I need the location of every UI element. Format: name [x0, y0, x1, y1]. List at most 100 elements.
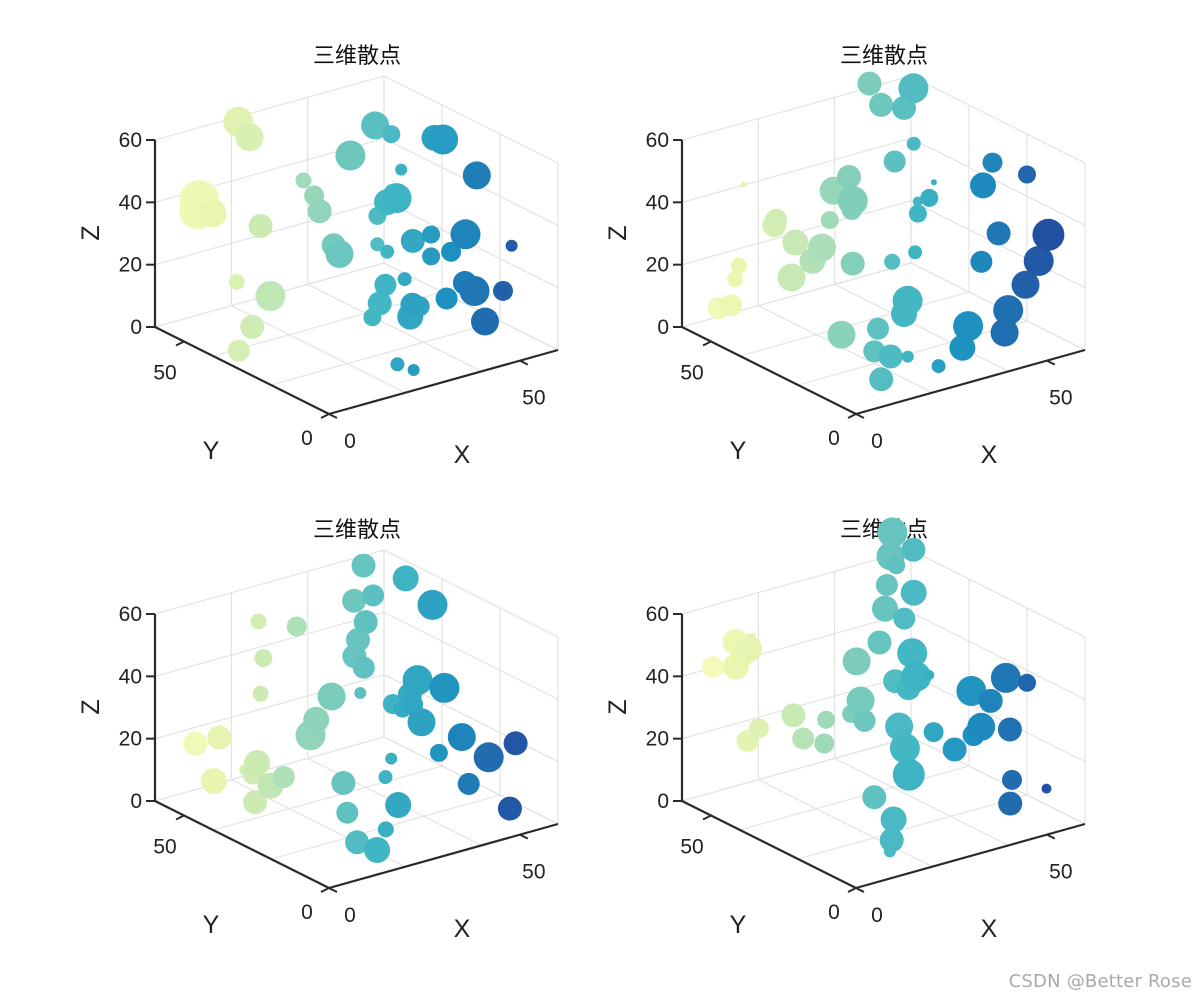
scatter-point [897, 638, 928, 669]
scatter-point [846, 686, 875, 715]
scatter-point [473, 742, 504, 773]
scatter-point [990, 318, 1019, 347]
scatter-point [883, 150, 906, 173]
x-axis-label: X [981, 441, 998, 469]
scatter-point [808, 233, 836, 262]
scatter-point [183, 731, 208, 756]
grid-line [154, 674, 385, 740]
scatter-point [908, 204, 927, 223]
scatter-point [892, 285, 923, 316]
scatter-point [345, 830, 370, 855]
grid-line [270, 320, 501, 386]
scatter-point [730, 257, 747, 274]
scatter-point [898, 73, 929, 104]
scatter-point [998, 791, 1023, 816]
x-tick [519, 833, 529, 840]
scatter-point [879, 828, 904, 853]
scatter-point [409, 296, 430, 317]
scatter-point [255, 281, 286, 311]
scatter-point [777, 263, 806, 292]
scatter-point [1032, 218, 1065, 251]
scatter-point [748, 718, 769, 739]
scatter-point [317, 682, 346, 711]
scatter-point [942, 737, 967, 762]
scatter-point [429, 743, 448, 762]
scatter-point [422, 225, 441, 244]
grid-line [739, 765, 970, 831]
grid-line [681, 137, 912, 203]
scatter-point [435, 287, 458, 310]
scatter-point [407, 708, 436, 737]
scatter-point [1041, 783, 1052, 794]
scatter-point [720, 294, 743, 317]
scatter-point [853, 709, 876, 732]
panel-title: 三维散点 [313, 44, 401, 69]
scatter-point [244, 750, 270, 776]
scatter-point [493, 280, 513, 301]
scatter-point [363, 308, 382, 327]
scatter-point [857, 71, 882, 96]
scatter-point [400, 228, 425, 253]
scatter-point [417, 589, 448, 620]
scatter-point [967, 712, 996, 741]
grid-line [154, 549, 385, 615]
x-axis-label: X [454, 441, 471, 469]
z-tick-label: 0 [130, 790, 142, 813]
scatter-panel-3: 0 50 0 50 0 20 40 60 X Y Z 三维散点 [77, 518, 559, 943]
scatter-point [200, 768, 227, 795]
scatter-point [923, 722, 944, 743]
scatter-point [875, 574, 898, 596]
scatter-point [1002, 769, 1022, 790]
scatter-point [978, 688, 1003, 713]
scatter-point [901, 661, 932, 692]
x-tick [519, 359, 529, 366]
z-tick-label: 60 [119, 129, 142, 152]
grid-line [910, 75, 1086, 164]
scatter-point [1023, 246, 1054, 276]
x-axis-label: X [454, 915, 471, 943]
y-tick-label: 50 [153, 836, 176, 859]
scatter-point [422, 247, 441, 266]
scatter-point [814, 733, 835, 754]
scatter-point [982, 152, 1003, 173]
scatter-point [840, 251, 865, 276]
scatter-point [781, 703, 806, 728]
scatter-point [378, 770, 393, 785]
panel-title: 三维散点 [840, 44, 928, 69]
grid-line [758, 779, 933, 868]
scatter-point [390, 357, 405, 372]
z-tick-label: 0 [657, 790, 669, 813]
scatter-point [331, 771, 356, 795]
scatter-point [395, 163, 408, 176]
x-tick [328, 887, 338, 893]
scatter-point [817, 710, 836, 729]
scatter-point [990, 662, 1021, 693]
scatter-point [1018, 673, 1036, 692]
z-tick-label: 40 [646, 191, 669, 214]
scatter-point [746, 632, 756, 643]
watermark: CSDN @Better Rose [1008, 971, 1192, 992]
scatter-point [351, 553, 376, 578]
scatter-point [986, 221, 1011, 246]
z-tick-label: 60 [646, 129, 669, 152]
z-tick-label: 20 [646, 254, 669, 277]
scatter-point [382, 125, 401, 144]
scatter-point [901, 350, 914, 363]
scatter-point [820, 211, 839, 230]
scatter-point [207, 725, 232, 750]
scatter-point [1011, 270, 1040, 299]
scatter-point [240, 314, 265, 339]
scatter-point [727, 271, 743, 288]
scatter-point [385, 752, 398, 765]
scatter-point [272, 766, 295, 788]
y-tick [847, 413, 857, 419]
z-tick-label: 20 [119, 728, 142, 751]
scatter-point [906, 136, 921, 151]
scatter-point [295, 172, 312, 189]
grid-line [910, 611, 1086, 700]
scatter-point [364, 837, 391, 863]
scatter-point [893, 607, 916, 630]
grid-line [307, 283, 482, 372]
scatter-point [243, 790, 268, 815]
